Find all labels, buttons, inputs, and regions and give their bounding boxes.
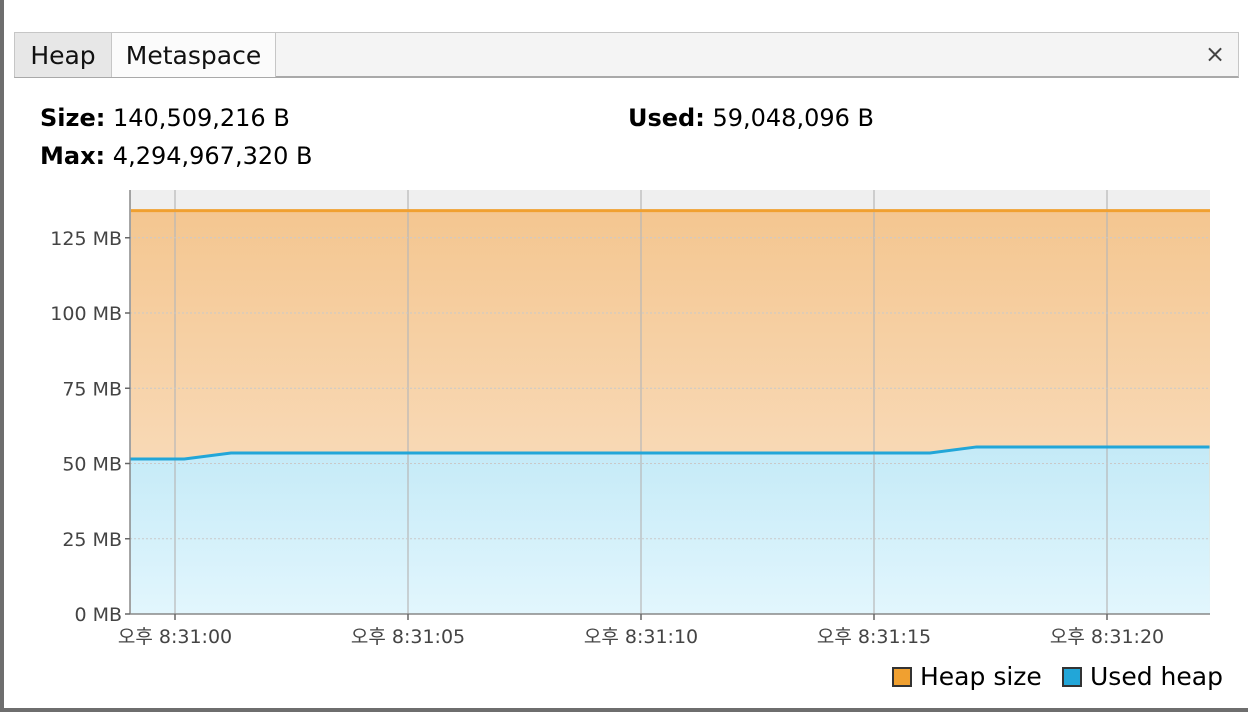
heap-size-swatch [892, 667, 912, 687]
legend-used-heap-label: Used heap [1090, 662, 1223, 691]
x-tick-label: 오후 8:31:05 [351, 626, 465, 648]
x-tick-label: 오후 8:31:00 [118, 626, 232, 648]
y-tick-label: 25 MB [62, 529, 122, 551]
used-heap-swatch [1062, 667, 1082, 687]
legend-heap-size-label: Heap size [920, 662, 1042, 691]
y-tick-label: 75 MB [62, 378, 122, 400]
y-tick-label: 125 MB [50, 228, 122, 250]
y-tick-label: 50 MB [62, 454, 122, 476]
legend-heap-size: Heap size [892, 662, 1042, 691]
x-tick-label: 오후 8:31:10 [584, 626, 698, 648]
x-tick-label: 오후 8:31:15 [817, 626, 931, 648]
legend-used-heap: Used heap [1062, 662, 1223, 691]
x-tick-label: 오후 8:31:20 [1050, 626, 1164, 648]
used-heap-area [130, 447, 1210, 614]
y-tick-label: 100 MB [50, 303, 122, 325]
y-tick-label: 0 MB [74, 604, 122, 626]
